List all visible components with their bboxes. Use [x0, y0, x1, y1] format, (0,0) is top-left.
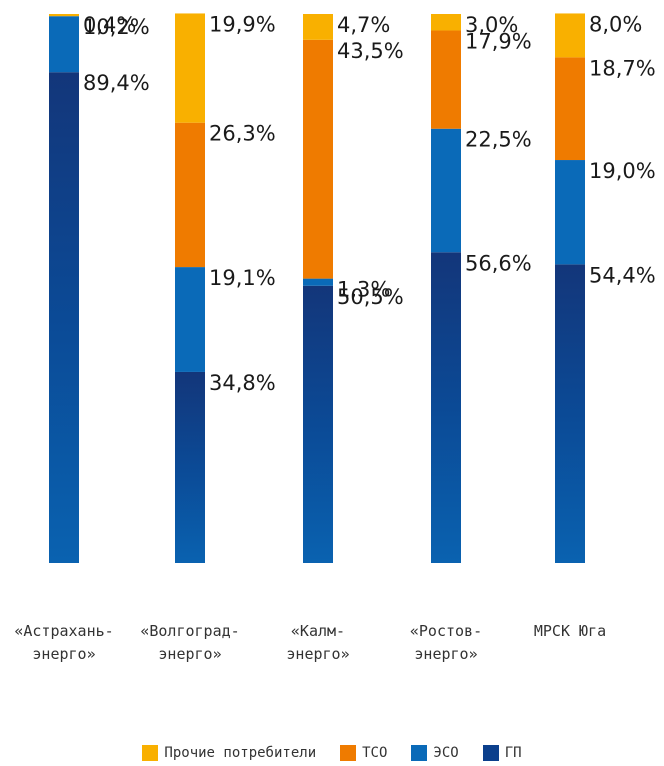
legend-item-1: ТСО — [340, 745, 387, 761]
bar-segment-4-1 — [555, 160, 585, 265]
bar-segment-1-3 — [175, 13, 205, 123]
category-label-3-1: энерго» — [414, 645, 477, 663]
value-label-4-1: 19,0% — [589, 159, 656, 183]
bar-segment-0-1 — [49, 16, 79, 73]
category-label-4-0: МРСК Юга — [534, 622, 606, 640]
legend-item-3: ГП — [482, 745, 522, 761]
legend-item-2: ЭСО — [411, 745, 459, 761]
category-label-0-1: энерго» — [32, 645, 95, 663]
value-label-0-1: 10,2% — [83, 15, 150, 39]
value-label-1-0: 34,8% — [209, 371, 276, 395]
bar-segment-4-2 — [555, 57, 585, 161]
value-label-1-1: 19,1% — [209, 266, 276, 290]
bar-segment-1-2 — [175, 122, 205, 268]
bar-segment-3-3 — [431, 14, 461, 31]
legend-swatch-0 — [142, 745, 159, 761]
bar-segment-1-0 — [175, 371, 205, 563]
bar-segment-1-1 — [175, 267, 205, 372]
bar-segment-3-1 — [431, 128, 461, 253]
category-label-2-1: энерго» — [286, 645, 349, 663]
stacked-bar-chart: 89,4%10,2%0,4%34,8%19,1%26,3%19,9%50,5%1… — [14, 12, 656, 663]
bar-segment-4-3 — [555, 13, 585, 58]
bar-segment-2-1 — [303, 278, 333, 286]
legend-swatch-3 — [482, 745, 499, 761]
value-label-1-2: 26,3% — [209, 122, 276, 146]
value-label-4-0: 54,4% — [589, 263, 656, 287]
bar-segment-3-2 — [431, 30, 461, 129]
bar-segment-2-3 — [303, 14, 333, 40]
value-label-4-2: 18,7% — [589, 56, 656, 80]
value-label-3-0: 56,6% — [465, 251, 532, 275]
value-label-2-3: 4,7% — [337, 13, 390, 37]
bar-segment-2-0 — [303, 285, 333, 563]
legend-item-0: Прочие потребители — [142, 745, 316, 761]
category-label-3-0: «Ростов- — [410, 622, 482, 640]
bar-segment-0-0 — [49, 72, 79, 563]
legend-swatch-1 — [340, 745, 357, 761]
category-label-1-1: энерго» — [158, 645, 221, 663]
value-label-4-3: 8,0% — [589, 12, 642, 36]
bar-segment-3-0 — [431, 252, 461, 564]
legend-label-2: ЭСО — [433, 745, 459, 761]
value-label-3-1: 22,5% — [465, 128, 532, 152]
category-labels-group: «Астрахань-энерго» «Волгоград-энерго» «Кал… — [14, 622, 606, 663]
legend-label-0: Прочие потребители — [164, 745, 317, 761]
legend-swatch-2 — [411, 745, 428, 761]
value-label-2-0: 50,5% — [337, 285, 404, 309]
bar-segment-4-0 — [555, 264, 585, 563]
legend-label-1: ТСО — [362, 745, 388, 761]
value-label-2-1: 1,3% — [337, 278, 390, 302]
category-label-1-0: «Волгоград- — [140, 622, 239, 640]
category-label-0-0: «Астрахань- — [14, 622, 113, 640]
value-label-0-3: 0,4% — [83, 13, 136, 37]
bar-segment-2-2 — [303, 39, 333, 279]
value-label-3-3: 3,0% — [465, 13, 518, 37]
legend-label-3: ГП — [504, 745, 522, 761]
value-label-3-2: 17,9% — [465, 29, 532, 53]
bar-segment-0-3 — [49, 14, 79, 17]
legend: Прочие потребители ТСО ЭСО ГП — [0, 745, 664, 761]
bars-group — [49, 13, 585, 564]
value-label-0-0: 89,4% — [83, 71, 150, 95]
value-label-2-2: 43,5% — [337, 39, 404, 63]
value-labels-group: 89,4%10,2%0,4%34,8%19,1%26,3%19,9%50,5%1… — [83, 12, 656, 394]
value-label-1-3: 19,9% — [209, 12, 276, 36]
category-label-2-0: «Калм- — [291, 622, 345, 640]
